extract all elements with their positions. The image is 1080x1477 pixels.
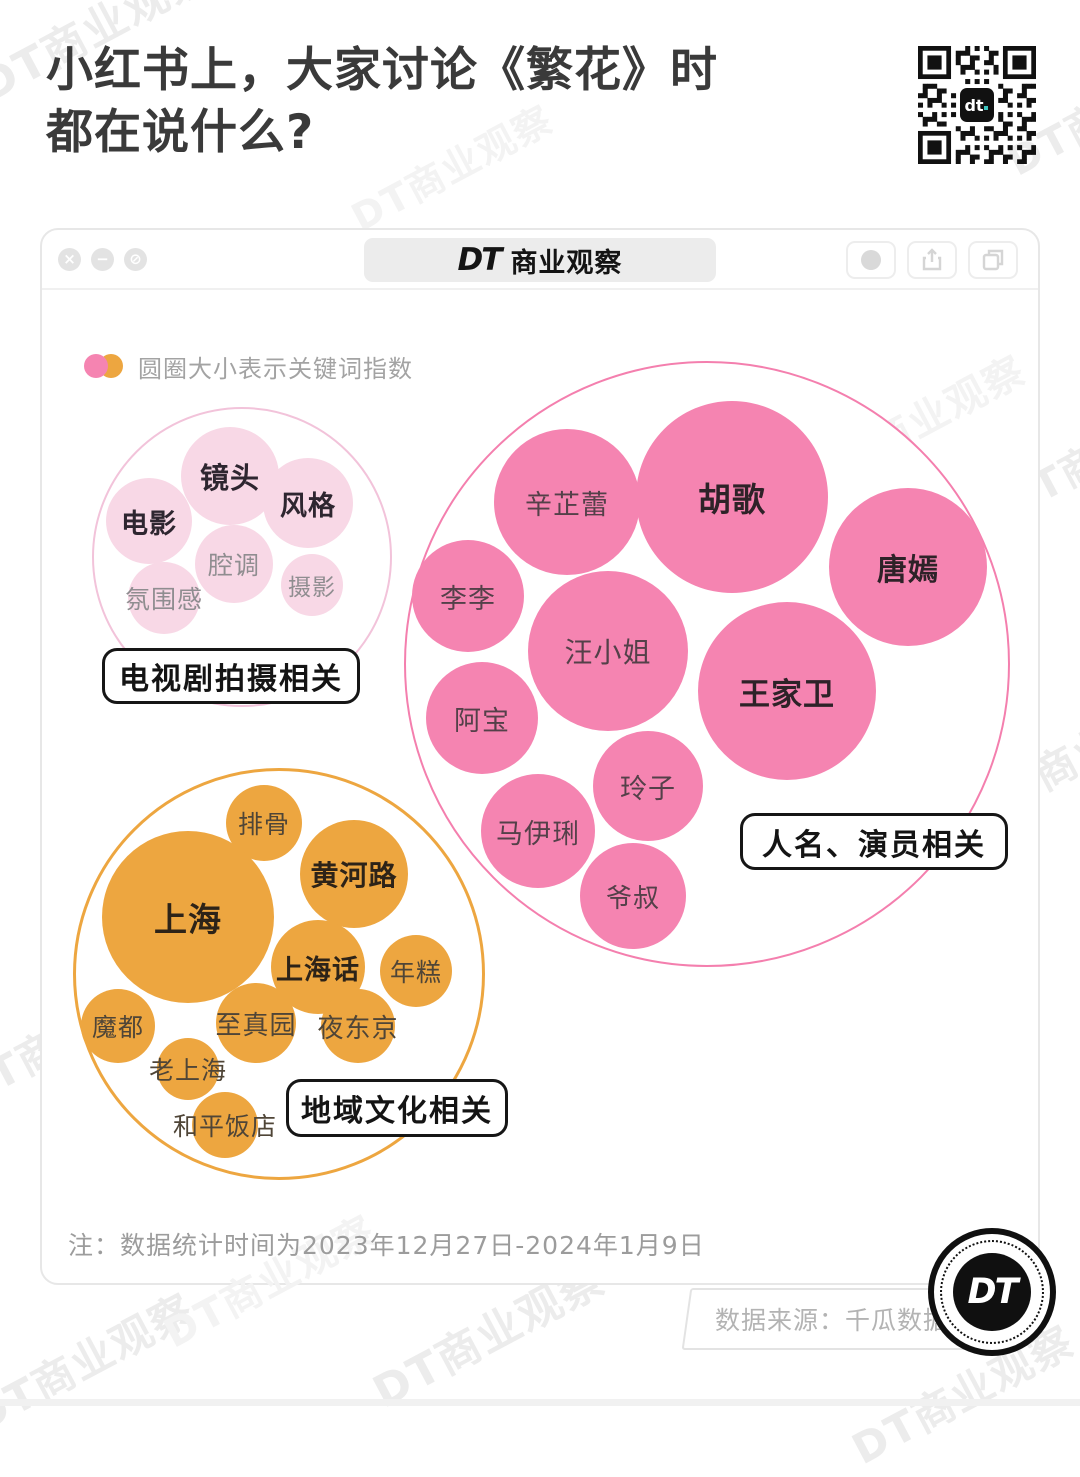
address-pill: DT 商业观察 (364, 238, 716, 282)
qr-code: dt (918, 46, 1037, 165)
bubble-年糕: 年糕 (380, 935, 452, 1007)
record-icon (861, 250, 881, 270)
duplicate-button[interactable] (968, 241, 1018, 279)
legend-pink-dot (84, 354, 108, 378)
close-icon: × (63, 250, 76, 268)
window-titlebar: × − ⊘ DT 商业观察 (42, 230, 1038, 290)
minimize-button[interactable]: − (91, 248, 114, 271)
page-title-line1: 小红书上，大家讨论《繁花》时 (46, 43, 718, 98)
bubble-上海: 上海 (102, 831, 274, 1003)
page-bottom-divider (0, 1399, 1080, 1406)
dt-badge-dotted-ring (940, 1240, 1044, 1344)
svg-text:dt: dt (964, 96, 983, 115)
minimize-icon: − (96, 250, 109, 268)
legend: 圆圈大小表示关键词指数 (84, 352, 413, 383)
bubble-魔都: 魔都 (81, 989, 155, 1063)
cluster-regional-culture-label: 地域文化相关 (286, 1079, 508, 1137)
bubble-老上海: 老上海 (149, 1038, 226, 1100)
footnote: 注：数据统计时间为2023年12月27日-2024年1月9日 (68, 1231, 705, 1260)
bubble-至真园: 至真园 (216, 983, 296, 1063)
block-icon: ⊘ (129, 250, 142, 268)
duplicate-icon (982, 249, 1004, 271)
record-button[interactable] (846, 241, 896, 279)
bubble-chart: 镜头 风格 电影 腔调 摄影 氛围感 辛芷蕾 胡歌 唐嫣 李李 汪小姐 王家卫 阿宝 玲子 马伊琍 爷叔 排骨黄… (42, 230, 1038, 1283)
legend-dots-icon (84, 354, 123, 378)
bubble-辛芷蕾: 辛芷蕾 (494, 429, 640, 575)
window-controls-left: × − ⊘ (58, 248, 147, 271)
cluster-people-actors-label: 人名、演员相关 (740, 813, 1008, 870)
bubble-风格: 风格 (263, 458, 353, 548)
legend-label: 圆圈大小表示关键词指数 (138, 354, 413, 383)
share-icon (922, 248, 942, 271)
data-source-label: 数据来源：千瓜数据 (714, 1306, 949, 1335)
share-button[interactable] (907, 241, 957, 279)
bubble-腔调: 腔调 (195, 525, 273, 603)
bubble-爷叔: 爷叔 (580, 843, 686, 949)
qr-code-image: dt (918, 46, 1037, 165)
bubble-王家卫: 王家卫 (698, 602, 876, 780)
bubble-汪小姐: 汪小姐 (528, 571, 688, 731)
bubble-氛围感: 氛围感 (125, 562, 202, 634)
bubble-夜东京: 夜东京 (318, 989, 398, 1063)
brand-name: 商业观察 (510, 247, 623, 279)
bubble-唐嫣: 唐嫣 (829, 488, 987, 646)
window-controls-right (846, 241, 1018, 279)
bubble-玲子: 玲子 (593, 731, 703, 841)
bubble-黄河路: 黄河路 (300, 820, 408, 928)
page-title: 小红书上，大家讨论《繁花》时 都在说什么? (46, 40, 718, 164)
bubble-摄影: 摄影 (281, 554, 343, 616)
close-button[interactable]: × (58, 248, 81, 271)
bubble-马伊琍: 马伊琍 (481, 774, 595, 888)
bubble-李李: 李李 (412, 540, 524, 652)
bubble-胡歌: 胡歌 (636, 401, 828, 593)
dt-logo-badge: DT (928, 1228, 1056, 1356)
bubble-镜头: 镜头 (181, 427, 279, 525)
bubble-和平饭店: 和平饭店 (173, 1092, 276, 1158)
bubble-电影: 电影 (106, 478, 192, 564)
bubble-阿宝: 阿宝 (426, 662, 538, 774)
brand-dt-logo: DT (457, 242, 503, 278)
page-title-line2: 都在说什么? (46, 105, 315, 161)
chart-window-card: DT商业观察 DT商业观察 × − ⊘ DT 商业观察 (40, 228, 1040, 1357)
block-button[interactable]: ⊘ (124, 248, 147, 271)
cluster-tv-filming-label: 电视剧拍摄相关 (102, 648, 360, 704)
dt-badge-text: DT (953, 1253, 1031, 1331)
